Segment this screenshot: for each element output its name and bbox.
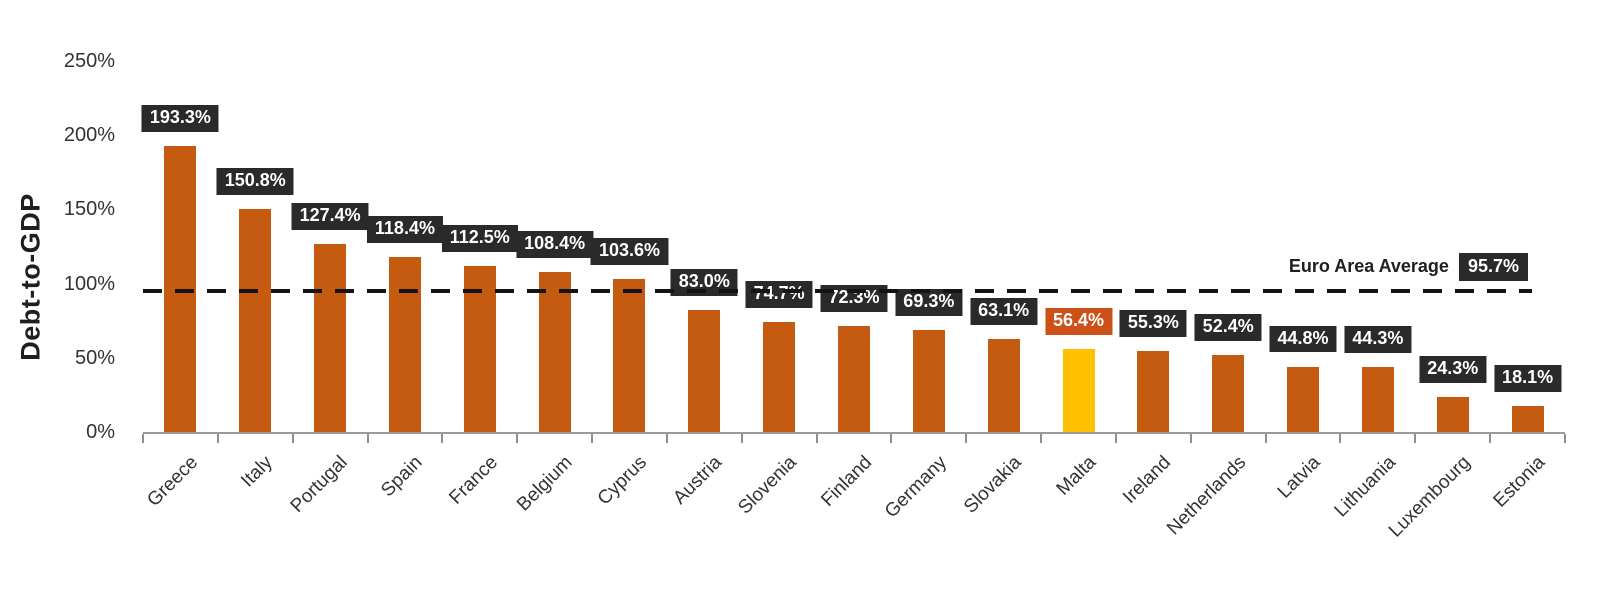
value-label-greece: 193.3% [141,105,219,132]
bar-slovakia [987,339,1020,433]
bar-spain [388,257,421,433]
value-label-france: 112.5% [441,225,518,252]
x-label-slovenia: Slovenia [734,452,802,519]
euro-area-average-label: Euro Area Average [1288,256,1449,277]
x-label-italy: Italy [237,452,278,492]
x-label-belgium: Belgium [513,452,577,516]
x-label-cyprus: Cyprus [593,452,652,510]
x-axis-tick-mark [1264,434,1267,443]
x-axis-tick-mark [291,434,294,443]
x-label-spain: Spain [377,452,427,502]
bar-luxembourg [1436,396,1469,433]
y-tick-label-200: 200% [63,124,115,147]
x-axis-tick-mark [1414,434,1417,443]
value-label-netherlands: 52.4% [1194,314,1262,342]
value-label-luxembourg: 24.3% [1419,355,1487,383]
x-axis-tick-mark [441,434,444,443]
y-tick-label-150: 150% [63,198,115,221]
bar-cyprus [613,279,646,433]
x-axis-tick-mark [591,434,594,443]
x-label-netherlands: Netherlands [1162,452,1251,540]
y-tick-label-0: 0% [86,421,115,443]
value-label-portugal: 127.4% [291,202,369,230]
x-axis-tick-mark [890,434,893,443]
x-label-latvia: Latvia [1274,452,1325,503]
x-axis-tick-mark [1489,434,1492,443]
value-label-estonia: 18.1% [1494,365,1562,392]
value-label-latvia: 44.8% [1269,325,1337,353]
x-label-malta: Malta [1052,452,1101,500]
value-label-malta: 56.4% [1044,308,1113,336]
bar-france [463,266,496,433]
x-axis-tick-mark [1564,434,1566,443]
x-label-france: France [444,452,502,509]
bar-latvia [1287,366,1320,433]
bar-belgium [538,272,571,433]
bar-ireland [1137,350,1170,433]
bar-austria [688,309,721,433]
x-axis-tick-mark [216,434,219,443]
x-axis-tick-mark [516,434,519,443]
x-label-germany: Germany [880,452,951,523]
bar-estonia [1511,406,1544,433]
bar-italy [239,209,272,433]
value-label-belgium: 108.4% [516,231,594,258]
x-axis-tick-mark [1189,434,1192,443]
x-axis-tick-mark [815,434,818,443]
x-label-estonia: Estonia [1489,452,1550,512]
value-label-germany: 69.3% [895,289,963,316]
euro-area-average-reference-line [143,288,1532,293]
x-axis-tick-mark [142,434,144,443]
value-label-ireland: 55.3% [1119,309,1187,337]
x-axis-line [143,432,1565,434]
x-axis-tick-mark [1339,434,1342,443]
bar-portugal [314,243,347,433]
value-label-slovenia: 74.7% [745,281,813,308]
value-label-lithuania: 44.3% [1344,326,1412,354]
value-label-italy: 150.8% [216,168,294,195]
x-axis-tick-mark [366,434,369,443]
x-label-ireland: Ireland [1119,452,1176,508]
x-axis-tick-mark [1040,434,1043,443]
bar-finland [838,325,870,433]
x-label-greece: Greece [143,452,203,511]
bar-slovenia [763,322,796,433]
x-label-finland: Finland [816,452,876,511]
bar-germany [912,330,945,433]
x-axis-tick-mark [965,434,968,443]
x-axis-tick-mark [665,434,668,443]
y-tick-label-250: 250% [63,50,115,72]
bar-netherlands [1212,355,1245,433]
value-label-slovakia: 63.1% [970,298,1038,326]
x-label-slovakia: Slovakia [959,452,1026,518]
x-label-austria: Austria [669,452,727,509]
y-tick-label-100: 100% [63,272,115,295]
x-axis-tick-mark [740,434,743,443]
bar-malta [1062,349,1095,433]
value-label-spain: 118.4% [366,216,443,244]
value-label-cyprus: 103.6% [590,238,668,266]
x-axis-tick-mark [1114,434,1117,443]
x-label-lithuania: Lithuania [1330,452,1400,522]
euro-area-average-label-group: Euro Area Average 95.7% [1288,252,1528,281]
y-tick-label-50: 50% [74,346,115,369]
bar-lithuania [1361,367,1394,433]
euro-area-average-value-badge: 95.7% [1458,252,1528,281]
x-label-portugal: Portugal [287,452,352,517]
